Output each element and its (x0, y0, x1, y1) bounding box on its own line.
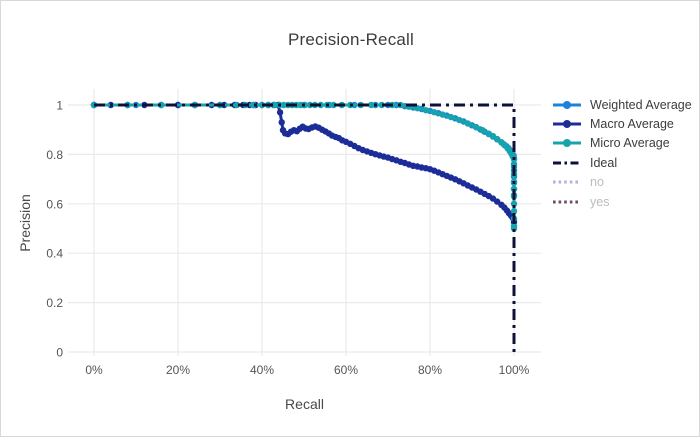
y-tick-label: 0.2 (46, 296, 63, 310)
series-micro-average[interactable] (92, 103, 516, 230)
legend-swatch-line+markers (553, 139, 581, 148)
x-tick-label: 100% (499, 363, 530, 377)
x-tick-label: 20% (166, 363, 190, 377)
x-tick-label: 60% (334, 363, 358, 377)
data-point-marker[interactable] (414, 105, 421, 112)
legend-item-macro-average[interactable]: Macro Average (552, 114, 698, 133)
legend-item-no[interactable]: no (552, 173, 698, 192)
data-point-marker[interactable] (422, 107, 429, 114)
data-point-marker[interactable] (278, 119, 285, 126)
x-tick-label: 80% (418, 363, 442, 377)
legend-swatch-dashdot (553, 161, 581, 165)
data-point-marker[interactable] (447, 113, 455, 121)
legend-label: Ideal (590, 155, 618, 170)
legend-label: yes (590, 194, 610, 209)
data-point-marker[interactable] (431, 109, 438, 116)
data-point-marker[interactable] (368, 101, 375, 109)
data-point-marker[interactable] (378, 101, 385, 109)
data-point-marker[interactable] (271, 101, 278, 109)
data-point-marker[interactable] (250, 101, 257, 109)
y-tick-label: 0.4 (46, 247, 63, 261)
legend-item-weighted-average[interactable]: Weighted Average (552, 95, 698, 114)
legend-label: Macro Average (590, 117, 674, 132)
y-tick-label: 1 (56, 99, 63, 113)
legend-swatch-line+markers (553, 100, 581, 109)
data-point-marker[interactable] (330, 101, 337, 109)
y-tick-label: 0.6 (46, 197, 63, 211)
data-point-marker[interactable] (479, 127, 486, 134)
data-point-marker[interactable] (510, 225, 518, 232)
data-point-marker[interactable] (233, 101, 240, 109)
legend-swatch-dotted (553, 180, 581, 184)
data-point-marker[interactable] (276, 109, 284, 116)
chart-title: Precision-Recall (287, 30, 415, 49)
legend-item-micro-average[interactable]: Micro Average (552, 134, 698, 153)
legend-label: Weighted Average (590, 97, 692, 112)
data-point-marker[interactable] (473, 124, 480, 131)
data-point-marker[interactable] (456, 116, 463, 124)
x-tick-label: 0% (85, 363, 103, 377)
data-point-marker[interactable] (510, 208, 518, 215)
y-tick-label: 0.8 (46, 148, 63, 162)
legend-label: Micro Average (590, 136, 670, 151)
y-axis-title: Precision (17, 194, 33, 252)
x-axis-title: Recall (285, 396, 324, 412)
data-point-marker[interactable] (158, 101, 165, 109)
legend-item-yes[interactable]: yes (552, 192, 698, 211)
x-tick-label: 40% (250, 363, 274, 377)
legend-item-ideal[interactable]: Ideal (552, 153, 698, 172)
series-macro-average[interactable] (92, 103, 516, 224)
legend-label: no (590, 175, 604, 190)
legend-swatch-dotted (553, 200, 581, 204)
y-tick-label: 0 (56, 346, 63, 360)
data-point-marker[interactable] (439, 111, 446, 118)
legend: Weighted Average Macro Average Micro Avera… (552, 95, 698, 211)
series-ideal[interactable] (94, 103, 516, 352)
data-point-marker[interactable] (464, 120, 471, 127)
data-point-marker[interactable] (510, 200, 518, 207)
data-point-marker[interactable] (306, 101, 314, 109)
legend-swatch-line+markers (553, 120, 581, 129)
